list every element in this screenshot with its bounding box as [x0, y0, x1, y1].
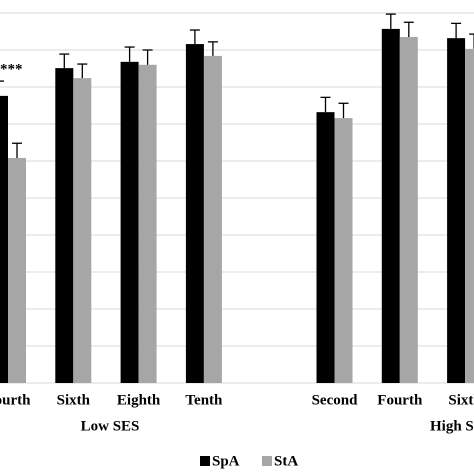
- bar: [120, 61, 139, 384]
- bar: [138, 64, 157, 384]
- bar: [55, 68, 74, 383]
- group-label: Low SES: [81, 418, 140, 434]
- x-tick-label: Sixth: [448, 392, 474, 408]
- error-bar: [320, 96, 331, 113]
- error-bar: [59, 53, 70, 69]
- error-bar: [77, 63, 88, 79]
- error-bar: [124, 46, 135, 62]
- bar: [316, 112, 335, 383]
- bar: [399, 37, 418, 384]
- group-label: High SES: [430, 418, 474, 434]
- bar: [0, 95, 8, 383]
- bar: [447, 38, 466, 383]
- bar: [8, 158, 26, 383]
- error-bar: [0, 80, 4, 82]
- bar: [465, 48, 474, 383]
- x-tick-label: Sixth: [57, 392, 91, 408]
- legend-label: SpA: [212, 453, 240, 469]
- error-bar: [207, 41, 218, 56]
- x-tick-label: Second: [312, 392, 359, 408]
- legend-swatch: [262, 456, 272, 466]
- x-tick-label: Tenth: [185, 392, 223, 408]
- x-tick-label: Fourth: [377, 392, 423, 408]
- error-bar: [451, 22, 462, 39]
- error-bar: [469, 33, 474, 49]
- error-bar: [403, 21, 414, 38]
- significance-annotation: ***: [0, 61, 23, 77]
- x-tick-label: Eighth: [117, 392, 161, 408]
- legend-label: StA: [274, 453, 298, 469]
- x-tick-label: Fourth: [0, 392, 31, 408]
- error-bar: [12, 142, 22, 159]
- bar: [381, 28, 400, 383]
- error-bar: [189, 29, 200, 45]
- bar: [203, 55, 222, 384]
- error-bar: [142, 49, 153, 65]
- bar: [73, 78, 92, 384]
- bar: [334, 118, 353, 383]
- legend-swatch: [200, 456, 210, 466]
- error-bar: [385, 13, 396, 29]
- error-bar: [338, 102, 349, 119]
- bar: [185, 44, 204, 384]
